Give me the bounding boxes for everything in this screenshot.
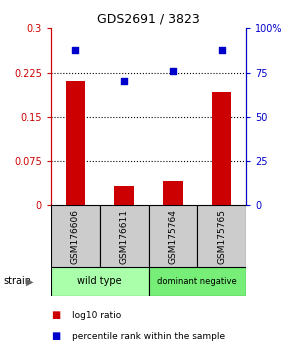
Bar <box>148 205 197 267</box>
Bar <box>212 92 231 205</box>
Bar <box>197 205 246 267</box>
Title: GDS2691 / 3823: GDS2691 / 3823 <box>97 13 200 26</box>
Text: GSM176611: GSM176611 <box>120 209 129 264</box>
Text: GSM175764: GSM175764 <box>168 209 177 264</box>
Bar <box>114 186 134 205</box>
Text: ▶: ▶ <box>26 276 34 286</box>
Text: GSM176606: GSM176606 <box>71 209 80 264</box>
Text: percentile rank within the sample: percentile rank within the sample <box>72 332 225 341</box>
Bar <box>66 81 85 205</box>
Bar <box>148 267 246 296</box>
Text: ■: ■ <box>51 310 60 320</box>
Bar <box>51 205 100 267</box>
Point <box>170 68 175 74</box>
Text: ■: ■ <box>51 331 60 341</box>
Text: strain: strain <box>3 276 31 286</box>
Text: log10 ratio: log10 ratio <box>72 310 121 320</box>
Bar <box>100 205 148 267</box>
Bar <box>163 181 183 205</box>
Point <box>219 47 224 52</box>
Text: GSM175765: GSM175765 <box>217 209 226 264</box>
Text: wild type: wild type <box>77 276 122 286</box>
Point <box>122 79 127 84</box>
Point <box>73 47 78 52</box>
Bar <box>51 267 148 296</box>
Text: dominant negative: dominant negative <box>158 277 237 286</box>
